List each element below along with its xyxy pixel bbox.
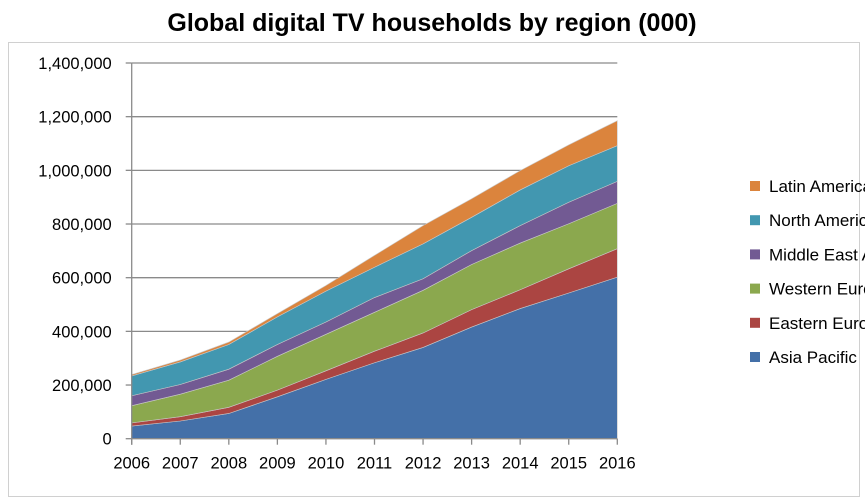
x-tick-label: 2012: [405, 455, 442, 473]
y-tick-label: 200,000: [52, 377, 112, 395]
legend-label: North America: [769, 211, 865, 230]
legend-swatch: [750, 317, 760, 328]
y-tick-label: 600,000: [52, 270, 112, 288]
chart-title: Global digital TV households by region (…: [167, 9, 696, 37]
legend-swatch: [750, 181, 760, 191]
area-latin-america: [131, 120, 618, 377]
legend-label: Eastern Europe: [769, 314, 865, 333]
y-tick-label: 1,000,000: [38, 162, 111, 180]
legend-swatch: [750, 215, 760, 226]
y-tick-label: 1,200,000: [38, 109, 111, 127]
x-tick-label: 2013: [453, 455, 490, 473]
x-tick-label: 2015: [550, 455, 587, 473]
legend-label: Western Europe: [769, 280, 865, 299]
legend-label: Latin America: [769, 177, 865, 196]
x-tick-label: 2011: [357, 455, 392, 473]
y-tick-label: 0: [103, 431, 112, 449]
chart-frame: [8, 42, 860, 497]
legend-label: Asia Pacific: [769, 348, 857, 367]
x-tick-label: 2009: [259, 455, 296, 473]
x-tick-label: 2016: [599, 455, 636, 473]
x-tick-label: 2007: [162, 455, 199, 473]
legend-swatch: [750, 352, 760, 362]
y-tick-label: 800,000: [52, 216, 112, 234]
legend-swatch: [750, 249, 760, 260]
x-tick-label: 2008: [210, 455, 247, 473]
x-tick-label: 2006: [113, 455, 150, 473]
legend-swatch: [750, 283, 760, 294]
x-tick-label: 2014: [502, 455, 539, 473]
legend-label: Middle East Africa: [769, 245, 865, 264]
y-tick-label: 1,400,000: [38, 55, 111, 73]
x-tick-label: 2010: [308, 455, 345, 473]
y-tick-label: 400,000: [52, 323, 112, 341]
